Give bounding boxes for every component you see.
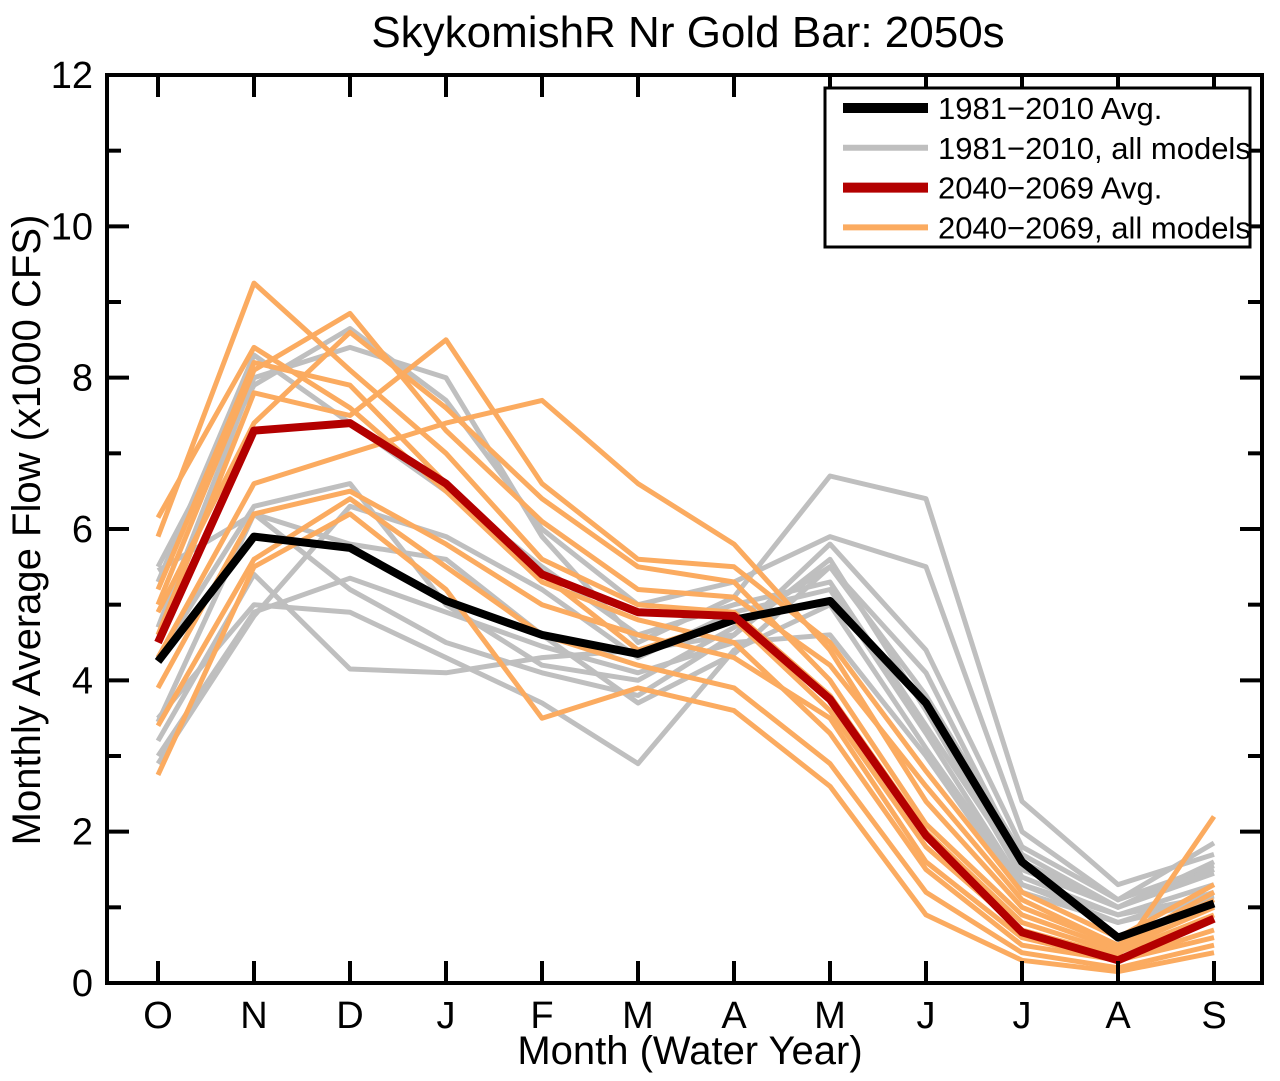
- y-tick-label: 12: [51, 55, 93, 97]
- y-tick-label: 2: [72, 812, 93, 854]
- tick-labels: O N D J F M A M J J A S 0 2 4 6 8 10 12: [51, 55, 1227, 1037]
- x-tick-label: J: [1013, 995, 1032, 1037]
- series-lines: [154, 280, 1217, 975]
- series-model-fut-1: [155, 344, 1215, 963]
- x-tick-label: J: [437, 995, 456, 1037]
- y-tick-label: 0: [72, 963, 93, 1005]
- series-avg-2040-2069: [154, 419, 1216, 965]
- series-model-hist-8: [156, 602, 1215, 925]
- x-tick-label: D: [336, 995, 363, 1037]
- series-model-fut-3: [155, 310, 1216, 948]
- series-model-fut-8: [155, 511, 1215, 975]
- legend-label: 1981−2010, all models: [938, 131, 1251, 166]
- series-model-fut-2: [155, 280, 1215, 956]
- x-tick-label: M: [814, 995, 846, 1037]
- x-tick-label: S: [1201, 995, 1226, 1037]
- series-model-fut-6: [155, 488, 1215, 963]
- chart-title: SkykomishR Nr Gold Bar: 2050s: [371, 8, 1004, 57]
- x-tick-label: M: [622, 995, 654, 1037]
- y-tick-label: 10: [51, 206, 93, 248]
- series-model-hist-2: [155, 556, 1215, 918]
- x-tick-label: F: [530, 995, 553, 1037]
- legend-label: 2040−2069 Avg.: [938, 171, 1162, 206]
- y-tick-label: 4: [72, 660, 93, 702]
- series-avg-1981-2010: [154, 532, 1216, 942]
- x-tick-label: A: [721, 995, 747, 1037]
- y-tick-label: 6: [72, 509, 93, 551]
- legend-label: 2040−2069, all models: [938, 210, 1251, 245]
- x-tick-label: A: [1105, 995, 1131, 1037]
- series-model-fut-5: [155, 397, 1216, 948]
- legend-box: [823, 86, 1252, 249]
- y-axis-label: Monthly Average Flow (x1000 CFS): [5, 215, 49, 846]
- series-model-fut-4: [155, 337, 1216, 941]
- x-axis-label: Month (Water Year): [517, 1029, 862, 1073]
- x-tick-label: N: [240, 995, 267, 1037]
- x-tick-label: O: [143, 995, 173, 1037]
- series-model-hist-10: [156, 511, 1216, 903]
- series-model-hist-9: [155, 481, 1216, 910]
- series-model-fut-7: [155, 496, 1215, 971]
- legend: 1981−2010 Avg. 1981−2010, all models 2040−…: [823, 86, 1252, 249]
- legend-label: 1981−2010 Avg.: [938, 91, 1162, 126]
- y-tick-label: 8: [72, 358, 93, 400]
- series-model-fut-9: [155, 329, 1215, 952]
- x-tick-label: J: [917, 995, 936, 1037]
- axis-ticks: [107, 73, 1262, 985]
